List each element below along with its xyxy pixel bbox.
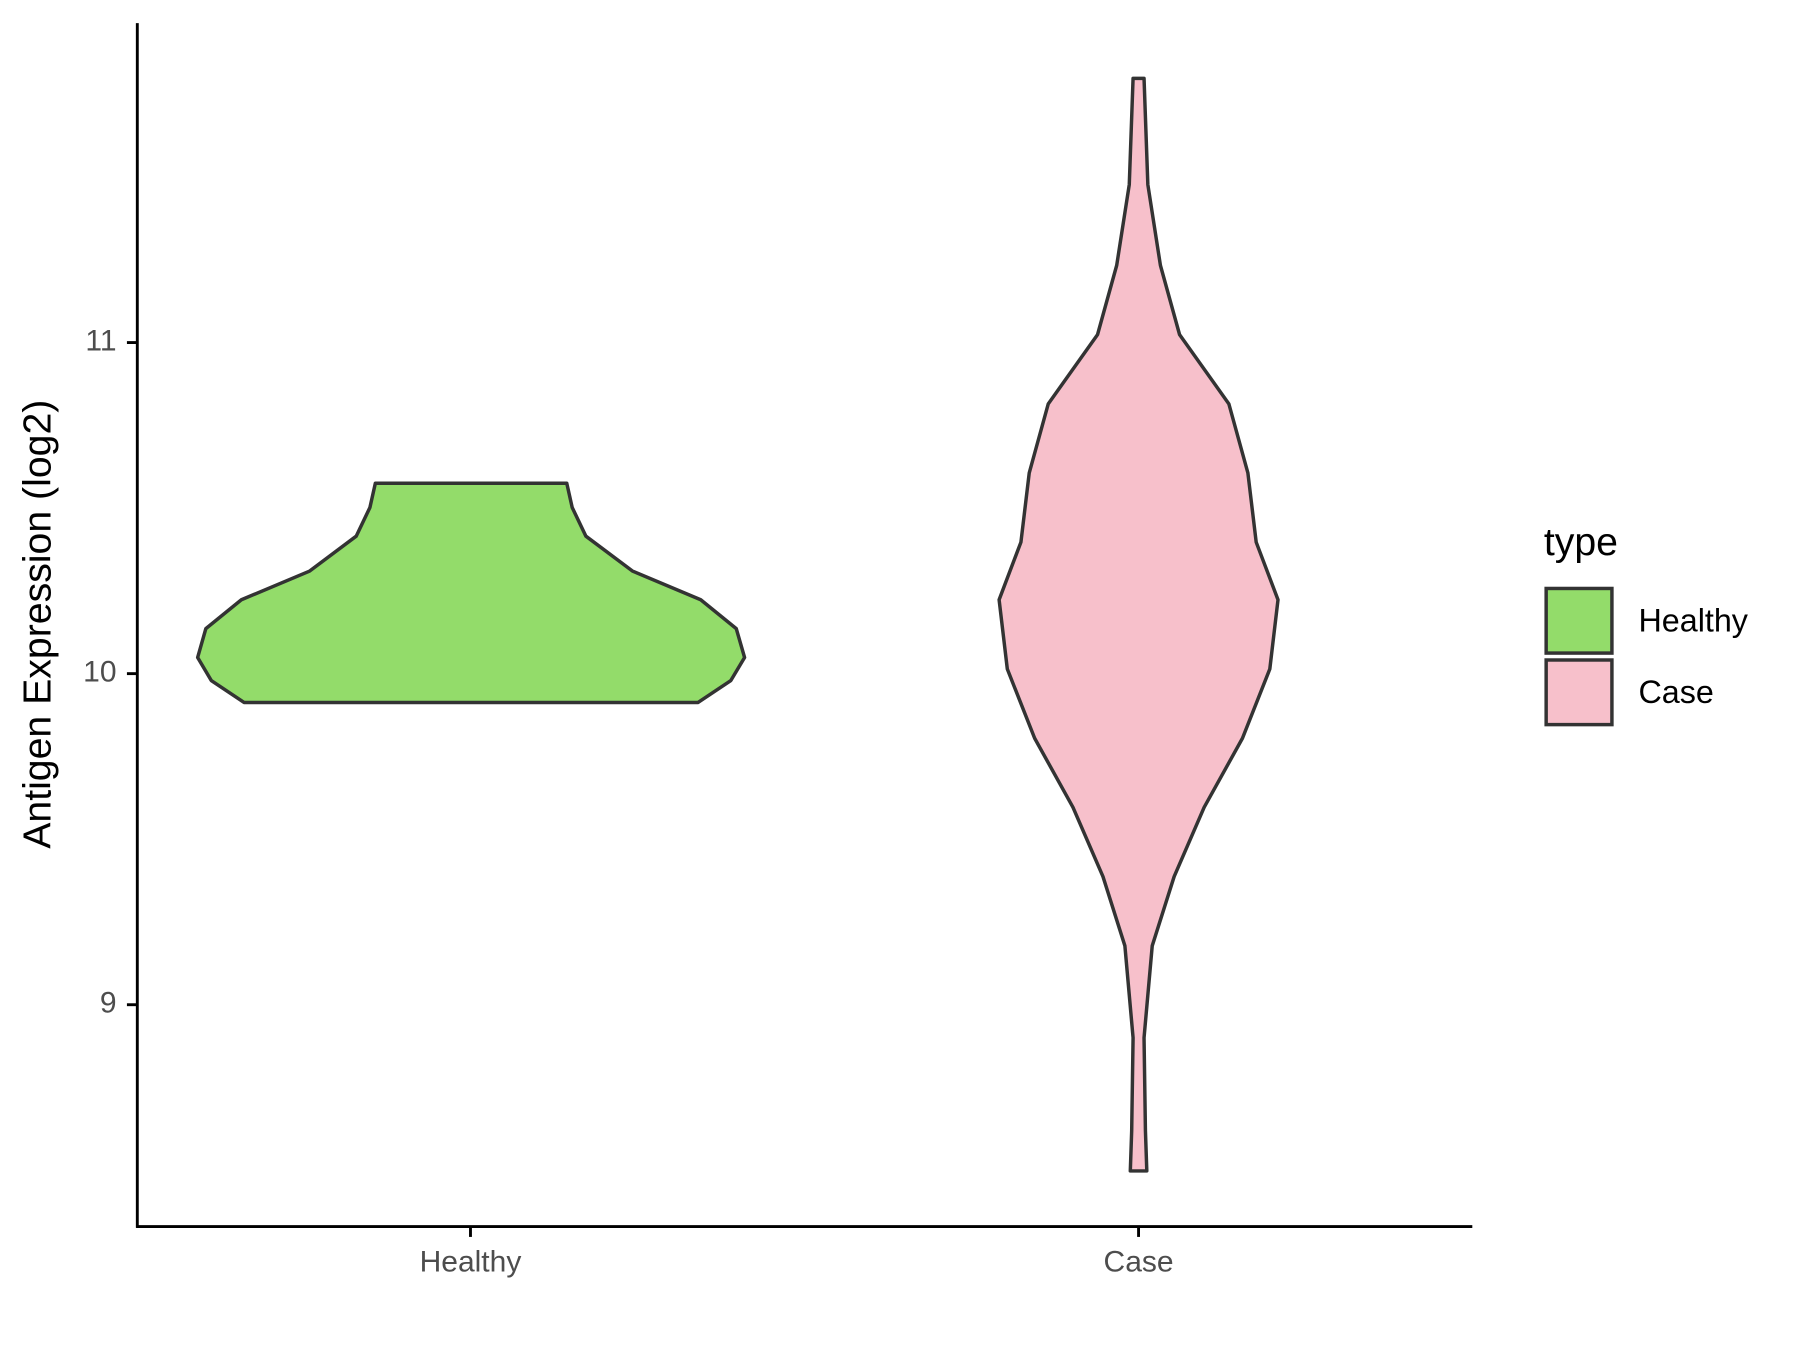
violin — [997, 76, 1280, 1173]
legend-swatch — [1544, 658, 1614, 727]
legend-label: Healthy — [1638, 603, 1748, 639]
legend-swatch — [1544, 586, 1614, 655]
violin — [195, 481, 747, 705]
y-tick-label: 10 — [83, 656, 116, 689]
y-axis-title: Antigen Expression (log2) — [16, 400, 60, 849]
legend-label: Case — [1638, 674, 1713, 710]
x-tick-label: Healthy — [420, 1245, 522, 1278]
y-tick-label: 9 — [100, 987, 117, 1020]
y-tick-label: 11 — [85, 324, 116, 357]
legend-title: type — [1544, 520, 1618, 564]
x-tick-label: Case — [1104, 1245, 1174, 1278]
